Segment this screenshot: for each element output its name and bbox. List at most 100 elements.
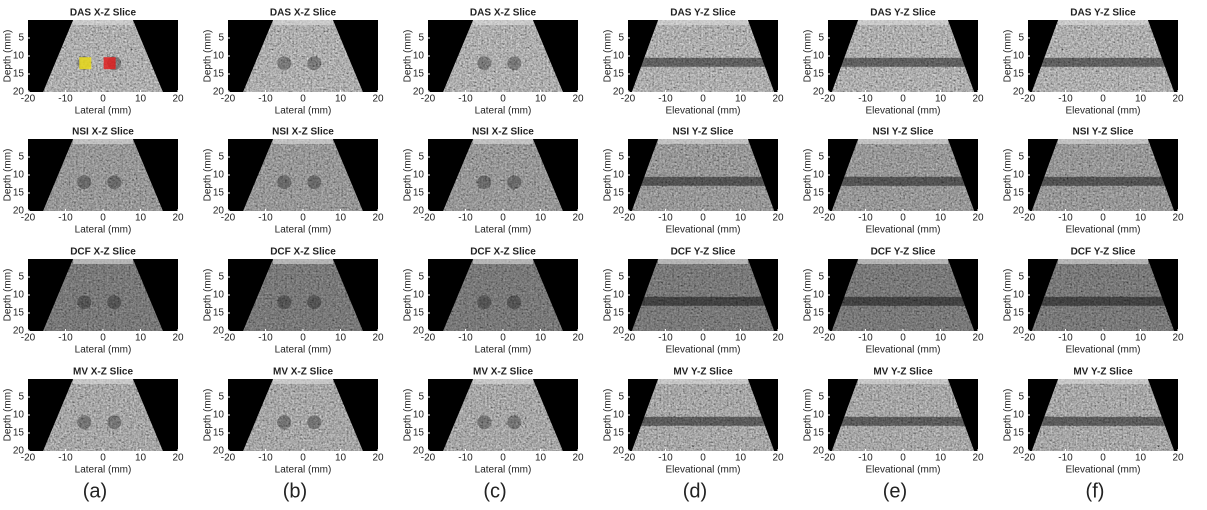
y-tick-label: 15 [413, 428, 425, 439]
x-axis-label: Lateral (mm) [275, 465, 332, 476]
x-tick-label: -10 [258, 453, 273, 464]
y-tick-label: 10 [413, 290, 425, 301]
x-tick-label: 0 [500, 213, 506, 224]
column-label: (b) [283, 480, 307, 502]
x-tick-label: -10 [858, 333, 873, 344]
surface-band [473, 139, 533, 144]
x-tick-label: -20 [21, 94, 36, 105]
x-tick-label: -10 [58, 333, 73, 344]
x-tick-label: 0 [100, 453, 106, 464]
y-tick-label: 15 [13, 308, 25, 319]
speckle-region [243, 139, 363, 211]
speckle-region [831, 379, 975, 451]
surface-band [658, 139, 748, 144]
surface-band [473, 379, 533, 384]
speckle-region [243, 20, 363, 92]
speckle-region [43, 379, 163, 451]
x-tick-label: 0 [300, 213, 306, 224]
x-tick-label: 0 [900, 333, 906, 344]
cyst [307, 56, 322, 71]
x-tick-label: -10 [458, 94, 473, 105]
y-tick-label: 10 [213, 170, 225, 181]
x-tick-label: 20 [372, 94, 384, 105]
surface-band [473, 259, 533, 264]
y-tick-label: 10 [13, 170, 25, 181]
x-tick-label: -20 [621, 94, 636, 105]
speckle-region [443, 20, 563, 92]
x-tick-label: -20 [21, 453, 36, 464]
y-tick-label: 5 [18, 272, 24, 283]
y-tick-label: 5 [618, 272, 624, 283]
y-axis-label: Depth (mm) [1003, 269, 1014, 322]
y-tick-label: 15 [213, 188, 225, 199]
roi-red [103, 57, 116, 70]
y-axis-label: Depth (mm) [603, 269, 614, 322]
x-tick-label: -20 [821, 453, 836, 464]
y-axis-label: Depth (mm) [203, 269, 214, 322]
y-tick-label: 5 [218, 33, 224, 44]
cyst [77, 295, 92, 310]
y-tick-label: 20 [613, 326, 625, 337]
x-tick-label: 0 [300, 453, 306, 464]
x-tick-label: 20 [772, 94, 784, 105]
x-axis-label: Elevational (mm) [665, 106, 740, 117]
surface-band [658, 259, 748, 264]
speckle-region [831, 20, 975, 92]
x-axis-label: Elevational (mm) [1065, 106, 1140, 117]
y-tick-label: 20 [413, 446, 425, 457]
y-axis-label: Depth (mm) [3, 30, 14, 83]
x-axis-label: Elevational (mm) [665, 465, 740, 476]
y-tick-label: 20 [1013, 87, 1025, 98]
x-axis-label: Elevational (mm) [665, 345, 740, 356]
y-tick-label: 20 [1013, 446, 1025, 457]
cyst [77, 175, 92, 190]
x-axis-label: Elevational (mm) [665, 225, 740, 236]
dark-band [1031, 57, 1175, 67]
surface-band [858, 259, 948, 264]
cyst [477, 295, 492, 310]
speckle-region [443, 139, 563, 211]
surface-band [73, 259, 133, 264]
x-tick-label: 10 [335, 453, 347, 464]
y-tick-label: 5 [818, 392, 824, 403]
speckle-region [43, 139, 163, 211]
dark-band [831, 57, 975, 67]
x-tick-label: 20 [172, 213, 184, 224]
y-tick-label: 10 [413, 410, 425, 421]
x-tick-label: 10 [535, 94, 547, 105]
x-tick-label: 0 [700, 453, 706, 464]
speckle-region [1031, 20, 1175, 92]
x-tick-label: 20 [572, 453, 584, 464]
surface-band [1058, 20, 1148, 25]
y-tick-label: 20 [13, 326, 25, 337]
dark-band [831, 416, 975, 426]
surface-band [273, 379, 333, 384]
x-tick-label: 20 [172, 333, 184, 344]
x-tick-label: -20 [421, 333, 436, 344]
y-tick-label: 5 [818, 272, 824, 283]
y-tick-label: 10 [613, 51, 625, 62]
y-tick-label: 10 [1013, 170, 1025, 181]
y-tick-label: 15 [813, 308, 825, 319]
x-tick-label: 20 [1172, 333, 1184, 344]
x-tick-label: 20 [572, 333, 584, 344]
x-tick-label: -20 [221, 94, 236, 105]
speckle-region [631, 139, 775, 211]
y-tick-label: 10 [213, 290, 225, 301]
x-axis-label: Elevational (mm) [1065, 225, 1140, 236]
y-tick-label: 10 [13, 410, 25, 421]
y-tick-label: 10 [613, 410, 625, 421]
x-tick-label: -20 [1021, 453, 1036, 464]
x-tick-label: 0 [100, 333, 106, 344]
panel-title: NSI X-Z Slice [272, 127, 334, 138]
panel-title: NSI X-Z Slice [472, 127, 534, 138]
column-label: (d) [683, 480, 707, 502]
dark-band [1031, 416, 1175, 426]
x-tick-label: -20 [221, 213, 236, 224]
